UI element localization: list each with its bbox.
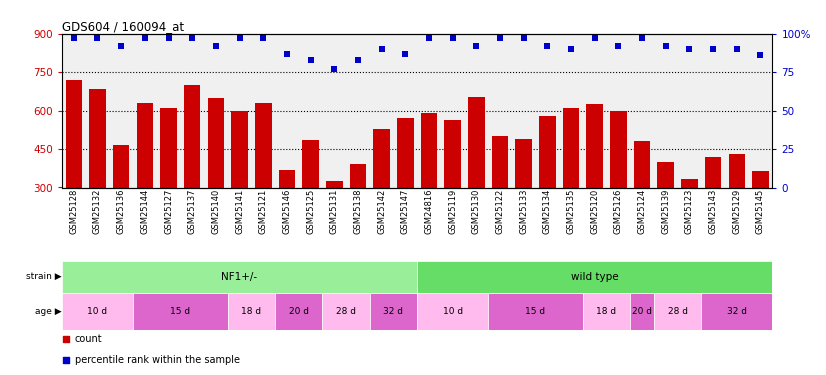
Point — [588, 35, 601, 41]
Point — [115, 43, 128, 49]
Point — [659, 43, 672, 49]
Point — [706, 46, 719, 52]
Bar — [417, 261, 772, 292]
Point — [209, 43, 222, 49]
Point — [233, 35, 246, 41]
Text: count: count — [74, 334, 102, 344]
Text: 20 d: 20 d — [289, 307, 309, 316]
Text: 18 d: 18 d — [241, 307, 262, 316]
Point — [399, 51, 412, 57]
Bar — [752, 171, 769, 188]
Bar — [370, 292, 417, 330]
Point — [257, 35, 270, 41]
Bar — [207, 98, 224, 188]
Point — [446, 35, 459, 41]
Text: 28 d: 28 d — [336, 307, 356, 316]
Text: GDS604 / 160094_at: GDS604 / 160094_at — [62, 20, 184, 33]
Point — [635, 35, 648, 41]
Point — [351, 57, 364, 63]
Point — [375, 46, 388, 52]
Bar — [515, 139, 532, 188]
Text: 32 d: 32 d — [383, 307, 403, 316]
Bar — [275, 292, 322, 330]
Point — [422, 35, 435, 41]
Bar — [705, 157, 721, 188]
Bar — [586, 104, 603, 188]
Point — [138, 35, 151, 41]
Bar — [255, 103, 272, 188]
Bar — [610, 111, 627, 188]
Bar — [654, 292, 701, 330]
Bar — [488, 292, 583, 330]
Bar — [184, 85, 201, 188]
Point — [470, 43, 483, 49]
Text: 10 d: 10 d — [443, 307, 463, 316]
Point — [186, 35, 199, 41]
Bar — [113, 145, 130, 188]
Bar — [397, 118, 414, 188]
Text: 18 d: 18 d — [596, 307, 617, 316]
Point — [162, 35, 175, 41]
Text: 32 d: 32 d — [727, 307, 747, 316]
Point — [304, 57, 317, 63]
Bar — [634, 141, 650, 188]
Point — [754, 52, 767, 58]
Point — [541, 43, 554, 49]
Bar — [657, 162, 674, 188]
Point — [91, 35, 104, 41]
Point — [517, 35, 530, 41]
Point — [730, 46, 743, 52]
Bar — [326, 181, 343, 188]
Bar — [322, 292, 370, 330]
Point — [564, 46, 577, 52]
Text: 20 d: 20 d — [632, 307, 652, 316]
Point — [328, 66, 341, 72]
Text: strain ▶: strain ▶ — [26, 272, 62, 281]
Text: percentile rank within the sample: percentile rank within the sample — [74, 355, 240, 365]
Text: 15 d: 15 d — [525, 307, 546, 316]
Text: 15 d: 15 d — [170, 307, 191, 316]
Bar — [228, 292, 275, 330]
Text: age ▶: age ▶ — [36, 307, 62, 316]
Bar — [444, 120, 461, 188]
Bar — [373, 129, 390, 188]
Bar — [302, 140, 319, 188]
Point — [493, 35, 506, 41]
Bar — [133, 292, 228, 330]
Bar — [729, 154, 745, 188]
Text: NF1+/-: NF1+/- — [221, 272, 258, 282]
Bar — [160, 108, 177, 188]
Bar — [62, 292, 133, 330]
Bar — [231, 111, 248, 188]
Bar — [630, 292, 654, 330]
Bar — [136, 103, 153, 188]
Bar — [349, 164, 366, 188]
Bar — [701, 292, 772, 330]
Point — [67, 35, 80, 41]
Bar — [563, 108, 579, 188]
Point — [612, 43, 625, 49]
Text: 28 d: 28 d — [667, 307, 687, 316]
Bar — [583, 292, 630, 330]
Bar — [65, 80, 82, 188]
Point — [683, 46, 696, 52]
Text: 10 d: 10 d — [88, 307, 107, 316]
Bar — [62, 261, 417, 292]
Bar — [468, 96, 485, 188]
Bar — [417, 292, 488, 330]
Point — [59, 357, 72, 363]
Bar — [681, 178, 698, 188]
Point — [280, 51, 293, 57]
Bar — [89, 89, 106, 188]
Bar — [491, 136, 508, 188]
Bar — [539, 116, 556, 188]
Text: wild type: wild type — [571, 272, 619, 282]
Bar — [278, 170, 295, 188]
Point — [59, 336, 72, 342]
Bar — [420, 113, 437, 188]
